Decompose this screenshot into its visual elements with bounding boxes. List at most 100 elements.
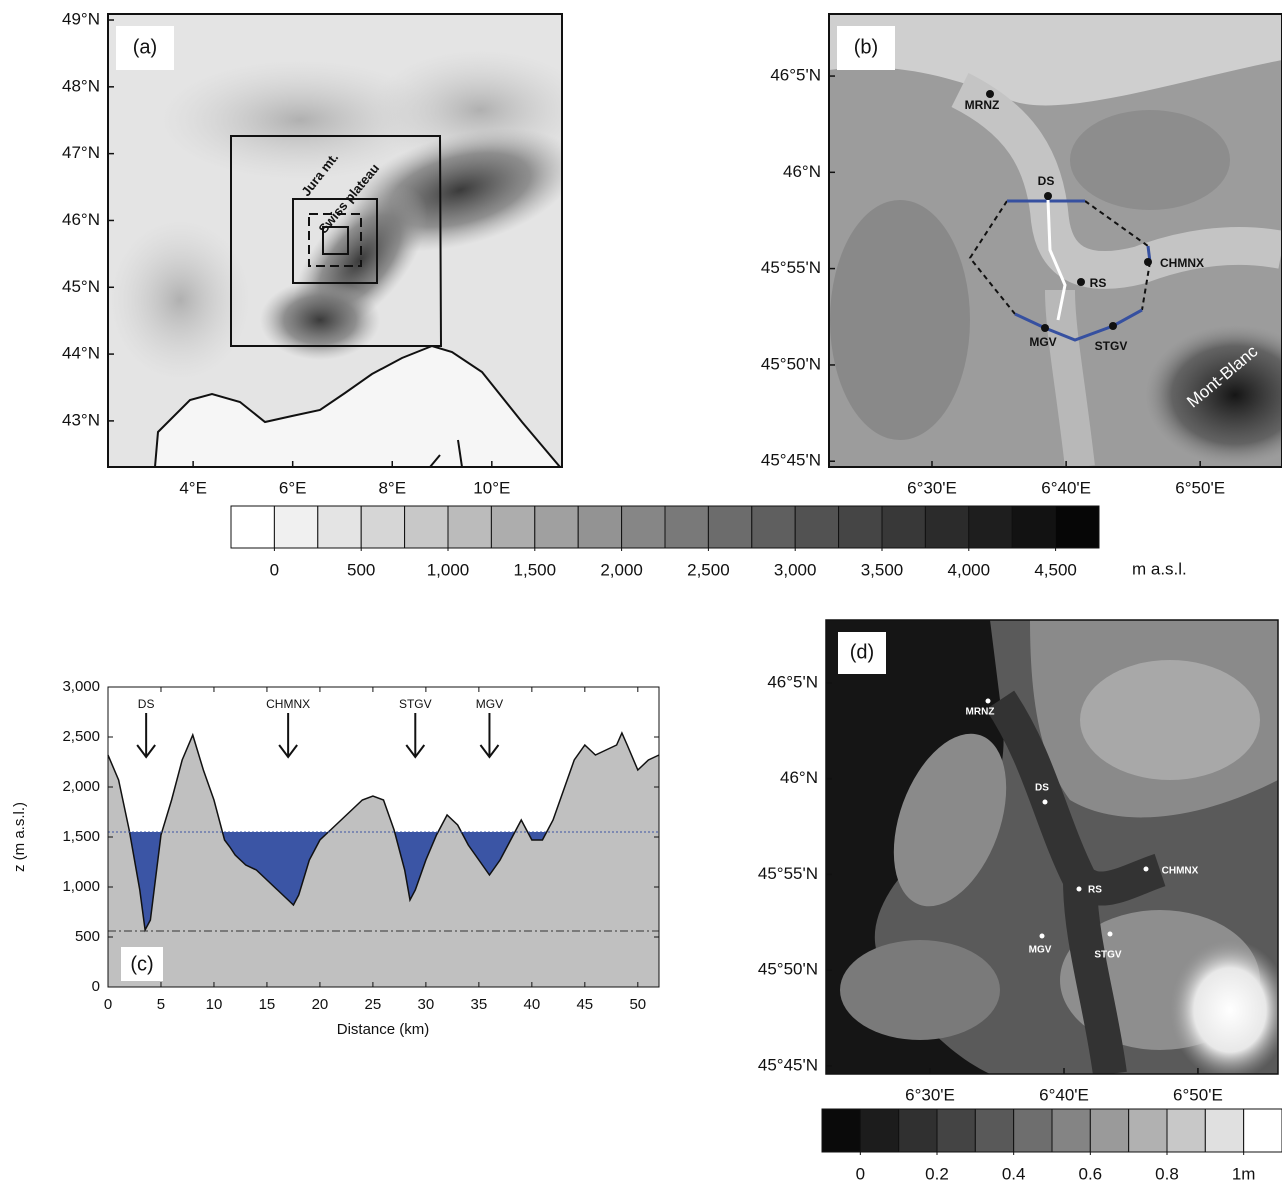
x-tick-label: 10°E xyxy=(473,478,510,497)
station-dot xyxy=(1144,258,1152,266)
panel-label: (d) xyxy=(850,641,874,663)
colorbar-tick-label: 3,000 xyxy=(774,560,817,579)
y-tick-label: 44°N xyxy=(62,344,100,363)
arrow-head xyxy=(278,744,298,759)
station-label: DS xyxy=(1035,783,1049,794)
colorbar-tick-label: 1,500 xyxy=(514,560,557,579)
map-d-frame xyxy=(825,619,1279,1075)
color-bin xyxy=(621,505,666,549)
y-tick-label: 1,000 xyxy=(62,878,100,895)
x-tick-label: 45 xyxy=(576,996,593,1013)
station-label: MGV xyxy=(1029,945,1052,956)
x-tick-label: 25 xyxy=(365,996,382,1013)
y-tick-label: 45°55'N xyxy=(758,864,818,883)
station-label: MGV xyxy=(1029,335,1056,349)
color-bin xyxy=(1204,1108,1245,1153)
y-tick-label: 45°45'N xyxy=(758,1055,818,1074)
colorbar-tick-label: 2,000 xyxy=(600,560,643,579)
colorbar-tick-label: 1,000 xyxy=(427,560,470,579)
color-bin xyxy=(707,505,753,549)
y-tick-label: 49°N xyxy=(62,9,100,28)
station-dot xyxy=(1076,886,1082,892)
label-box xyxy=(116,26,174,70)
y-tick-label: 45°45'N xyxy=(761,451,821,470)
station-dot xyxy=(1044,192,1052,200)
panel-label: (c) xyxy=(130,953,153,975)
station-dot xyxy=(1109,322,1117,330)
y-tick-label: 1,500 xyxy=(62,828,100,845)
color-bin xyxy=(924,505,970,549)
arrow-head xyxy=(479,744,500,759)
y-tick-label: 47°N xyxy=(62,143,100,162)
x-tick-label: 50 xyxy=(629,996,646,1013)
arrow-label: DS xyxy=(138,697,155,711)
map-b-terrain xyxy=(829,14,1282,467)
label-box xyxy=(837,26,895,70)
x-tick-label: 6°40'E xyxy=(1039,1085,1089,1104)
station-label: DS xyxy=(1038,174,1055,188)
x-tick-label: 6°30'E xyxy=(905,1085,955,1104)
color-bin xyxy=(360,505,406,549)
colorbar-tick-label: 4,000 xyxy=(948,560,991,579)
y-tick-label: 3,000 xyxy=(62,678,100,695)
color-bin xyxy=(230,505,275,549)
colorbar-tick-label: 500 xyxy=(347,560,375,579)
station-label: RS xyxy=(1088,885,1102,896)
y-tick-label: 46°N xyxy=(62,210,100,229)
colorbar-tick-label: 0.4 xyxy=(1002,1164,1026,1182)
y-tick-label: 2,000 xyxy=(62,778,100,795)
label-box xyxy=(838,632,886,674)
y-tick-label: 46°5'N xyxy=(767,672,818,691)
station-dot xyxy=(1039,933,1045,939)
colorbar-tick-label: 0 xyxy=(270,560,279,579)
color-bin xyxy=(974,1108,1015,1153)
color-bin xyxy=(859,1108,900,1153)
y-tick-label: 48°N xyxy=(62,76,100,95)
colorbar-tick-label: 0.2 xyxy=(925,1164,949,1182)
colorbar-tick-label: 4,500 xyxy=(1034,560,1077,579)
color-bin xyxy=(1243,1108,1282,1153)
color-bin xyxy=(898,1108,938,1153)
colorbar-tick-label: 2,500 xyxy=(687,560,730,579)
y-tick-label: 45°50'N xyxy=(761,354,821,373)
y-tick-label: 0 xyxy=(92,978,100,995)
map-b-frame xyxy=(828,13,1282,468)
color-bin xyxy=(490,505,536,549)
x-tick-label: 30 xyxy=(418,996,435,1013)
y-tick-label: 46°N xyxy=(783,162,821,181)
color-bin xyxy=(534,505,579,549)
color-bin xyxy=(838,505,883,549)
station-dot xyxy=(986,90,994,98)
y-tick-label: 43°N xyxy=(62,410,100,429)
x-tick-label: 6°50'E xyxy=(1175,478,1225,497)
y-tick-label: 45°N xyxy=(62,277,100,296)
station-dot xyxy=(985,698,991,704)
color-bin xyxy=(1011,505,1057,549)
map-a-terrain xyxy=(108,14,562,467)
color-bin xyxy=(1128,1108,1168,1153)
x-tick-label: 6°40'E xyxy=(1041,478,1091,497)
arrow-head xyxy=(405,744,426,759)
color-bin xyxy=(577,505,623,549)
x-tick-label: 15 xyxy=(259,996,276,1013)
color-bin xyxy=(1166,1108,1206,1153)
station-dot xyxy=(1077,278,1085,286)
arrow-head xyxy=(136,744,156,759)
x-tick-label: 35 xyxy=(471,996,488,1013)
x-tick-label: 8°E xyxy=(378,478,406,497)
profile-plot: DS CHMNX STGV MGV xyxy=(107,697,660,987)
color-bin xyxy=(821,1108,861,1153)
color-bin xyxy=(968,505,1013,549)
x-tick-label: 0 xyxy=(104,996,112,1013)
station-label: CHMNX xyxy=(1160,256,1204,270)
color-bin xyxy=(1013,1108,1053,1153)
color-bin xyxy=(794,505,840,549)
arrow-label: STGV xyxy=(399,697,432,711)
color-bin xyxy=(447,505,492,549)
panel-label: (a) xyxy=(133,36,157,58)
station-label: STGV xyxy=(1094,950,1122,961)
y-tick-label: 45°50'N xyxy=(758,960,818,979)
colorbar-tick-label: 0.6 xyxy=(1079,1164,1103,1182)
color-bin xyxy=(936,1108,976,1153)
